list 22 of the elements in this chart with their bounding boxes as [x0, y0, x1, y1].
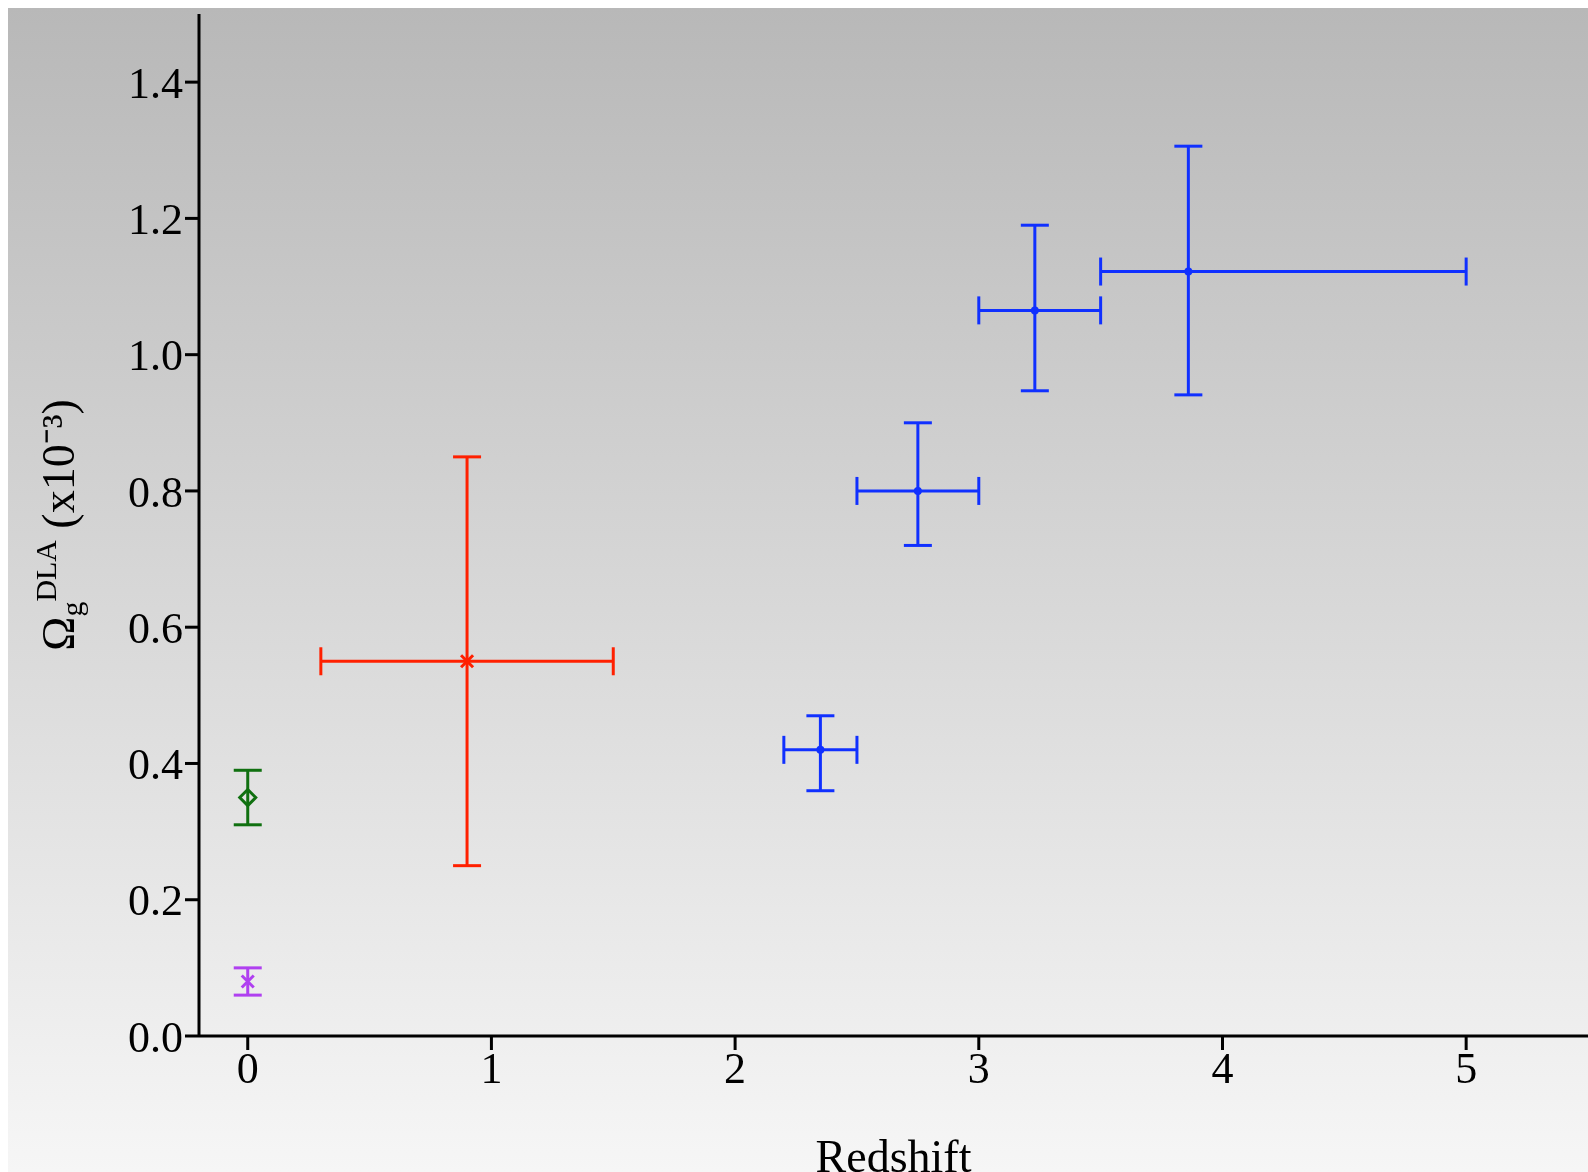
y-tick-label: 1.2: [128, 195, 183, 245]
y-tick-label: 0.4: [128, 740, 183, 790]
x-tick-label: 0: [236, 1044, 259, 1094]
y-tick-label: 1.0: [128, 331, 183, 381]
point: [913, 486, 922, 495]
x-tick-label: 5: [1455, 1044, 1478, 1094]
x-tick-label: 3: [967, 1044, 990, 1094]
point: [459, 653, 475, 669]
point: [1030, 306, 1039, 315]
x-tick-label: 2: [724, 1044, 747, 1094]
y-tick-label: 1.4: [128, 58, 183, 108]
x-tick-label: 1: [480, 1044, 503, 1094]
point: [1184, 267, 1193, 276]
y-tick-label: 0.2: [128, 876, 183, 926]
point: [816, 745, 825, 754]
y-tick-label: 0.8: [128, 467, 183, 517]
point: [240, 973, 256, 989]
x-tick-label: 4: [1211, 1044, 1234, 1094]
y-tick-label: 0.6: [128, 603, 183, 653]
point: [238, 788, 258, 808]
x-axis-title: Redshift: [815, 1131, 972, 1172]
y-tick-label: 0.0: [128, 1012, 183, 1062]
